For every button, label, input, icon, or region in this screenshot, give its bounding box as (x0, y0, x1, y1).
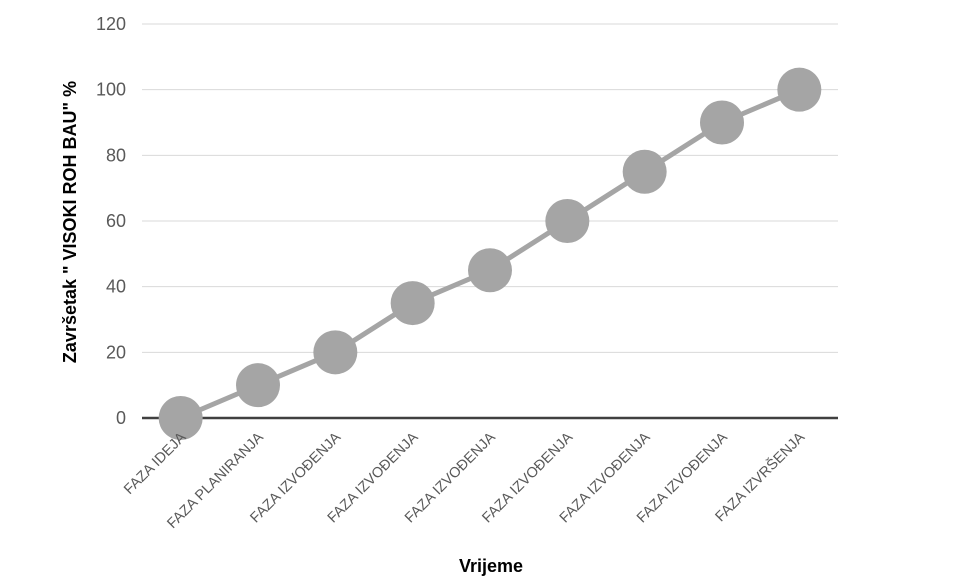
series-group (158, 67, 822, 440)
data-point (622, 149, 667, 194)
y-tick-label: 60 (106, 211, 126, 231)
data-point (468, 248, 512, 293)
y-tick-label: 0 (116, 408, 126, 428)
data-point (390, 281, 435, 326)
y-tick-label: 120 (96, 14, 126, 34)
x-tick-label: FAZA IDEJA (121, 429, 190, 498)
data-point (545, 199, 590, 243)
data-point (777, 67, 822, 112)
y-tick-label: 100 (96, 80, 126, 100)
data-point (158, 396, 203, 440)
gridlines (142, 23, 838, 353)
y-tick-label: 80 (106, 145, 126, 165)
y-tick-label: 40 (106, 277, 126, 297)
y-axis-title: Završetak " VISOKI ROH BAU" % (60, 81, 80, 363)
x-axis-title: Vrijeme (459, 556, 523, 576)
data-point (313, 330, 358, 375)
y-tick-label: 20 (106, 342, 126, 362)
data-point (700, 100, 744, 145)
data-point (236, 363, 280, 408)
